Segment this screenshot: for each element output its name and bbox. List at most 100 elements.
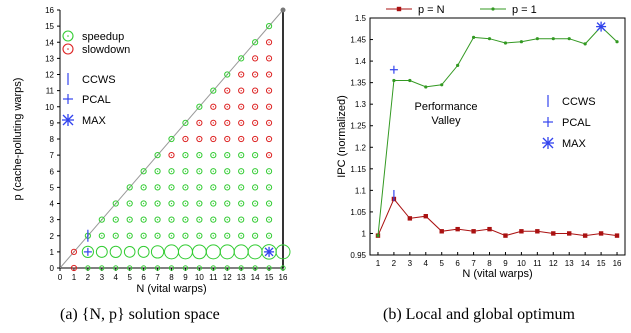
speedup-point <box>168 135 175 143</box>
slowdown-point <box>265 135 273 143</box>
series-p-eq-n-point <box>551 231 556 236</box>
speedup-point <box>192 244 207 260</box>
speedup-point <box>154 200 161 207</box>
a-x-tick-label: 4 <box>114 273 119 282</box>
speedup-point <box>233 244 249 260</box>
speedup-point <box>265 23 273 30</box>
slowdown-point-center <box>212 106 214 108</box>
slowdown-point-center <box>268 90 270 92</box>
speedup-point-center <box>198 186 200 188</box>
slowdown-point <box>265 87 273 94</box>
speedup-point-center <box>268 25 270 27</box>
a-x-tick-label: 0 <box>58 273 63 282</box>
slowdown-point <box>196 119 203 126</box>
speedup-point-center <box>184 170 187 172</box>
speedup-point <box>126 200 133 207</box>
speedup-point-center <box>170 235 173 237</box>
slowdown-point-center <box>240 90 242 92</box>
a-y-tick-label: 0 <box>50 264 55 273</box>
slowdown-point-center <box>73 251 75 253</box>
speedup-point <box>168 168 175 175</box>
speedup-point-center <box>226 202 228 205</box>
speedup-point <box>252 216 259 223</box>
speedup-point-center <box>268 219 270 221</box>
speedup-point <box>150 245 165 259</box>
series-p-eq-n-point <box>567 231 572 236</box>
speedup-point-center <box>198 170 200 172</box>
a-y-tick-label: 12 <box>45 71 54 80</box>
speedup-point <box>196 168 203 175</box>
speedup-point-center <box>226 170 228 172</box>
series-p-eq-1-point <box>551 37 555 41</box>
speedup-point <box>123 246 136 258</box>
b-ann-ccws-label: CCWS <box>562 96 596 108</box>
series-p-eq-1-point <box>487 37 492 41</box>
speedup-point <box>238 152 245 159</box>
a-x-tick-label: 2 <box>86 273 91 282</box>
a-y-tick-label: 10 <box>45 103 54 112</box>
speedup-point <box>224 216 231 223</box>
series-p-eq-1-point <box>567 37 571 41</box>
speedup-point <box>238 200 245 207</box>
series-p-eq-1-point <box>392 78 396 83</box>
slowdown-point <box>265 71 273 78</box>
speedup-point <box>238 232 245 239</box>
speedup-point <box>168 200 175 207</box>
speedup-point-center <box>240 57 242 59</box>
speedup-point-center <box>156 170 159 172</box>
speedup-point <box>238 265 244 271</box>
series-p-eq-n-point <box>455 226 460 232</box>
speedup-point <box>252 265 258 271</box>
speedup-point <box>238 216 245 223</box>
b-x-tick-label: 11 <box>533 259 542 268</box>
a-y-tick-label: 7 <box>50 151 55 160</box>
speedup-point-center <box>212 202 214 205</box>
slowdown-point-center <box>212 122 214 124</box>
slowdown-point <box>265 39 273 46</box>
slowdown-point-center <box>226 106 228 108</box>
a-y-tick-label: 13 <box>45 54 54 63</box>
a-y-axis-title: p (cache-polluting warps) <box>12 78 24 201</box>
slowdown-point-center <box>254 90 256 92</box>
slowdown-point <box>182 135 189 143</box>
speedup-point-center <box>143 202 145 205</box>
a-y-tick-label: 14 <box>45 38 54 47</box>
series-p-eq-n-line <box>377 198 618 237</box>
a-x-tick-label: 14 <box>251 273 260 282</box>
speedup-point-center <box>254 202 256 205</box>
series-p-eq-1-point <box>583 42 587 46</box>
slowdown-point <box>168 152 175 159</box>
speedup-point <box>182 232 189 239</box>
speedup-point-center <box>143 186 145 188</box>
speedup-point <box>154 265 161 271</box>
b-y-axis-title: IPC (normalized) <box>336 95 348 178</box>
speedup-point <box>224 184 231 191</box>
speedup-point-center <box>268 202 270 205</box>
b-x-tick-label: 9 <box>503 259 508 268</box>
speedup-point <box>252 152 259 159</box>
a-y-tick-label: 2 <box>50 232 55 241</box>
slowdown-point-center <box>240 122 242 124</box>
a-y-tick-label: 16 <box>45 6 54 15</box>
speedup-point-center <box>240 219 242 221</box>
series-p-eq-n-point <box>503 233 508 238</box>
speedup-point-center <box>129 186 131 188</box>
slowdown-point-center <box>268 57 270 59</box>
speedup-point <box>168 216 175 223</box>
speedup-point <box>252 168 259 175</box>
speedup-point <box>140 168 147 175</box>
b-y-tick-label: 0.95 <box>350 251 366 260</box>
speedup-point <box>140 184 147 191</box>
speedup-point <box>210 168 217 175</box>
speedup-point-center <box>268 186 270 188</box>
b-legend-marker <box>491 7 495 11</box>
b-plot-frame <box>369 17 626 256</box>
speedup-point-center <box>170 170 173 172</box>
speedup-point <box>252 184 259 191</box>
slowdown-point <box>238 87 245 94</box>
speedup-point <box>85 265 91 271</box>
slowdown-point-center <box>240 73 242 76</box>
speedup-point-center <box>129 202 131 205</box>
speedup-point <box>182 168 189 175</box>
speedup-point <box>154 168 161 175</box>
